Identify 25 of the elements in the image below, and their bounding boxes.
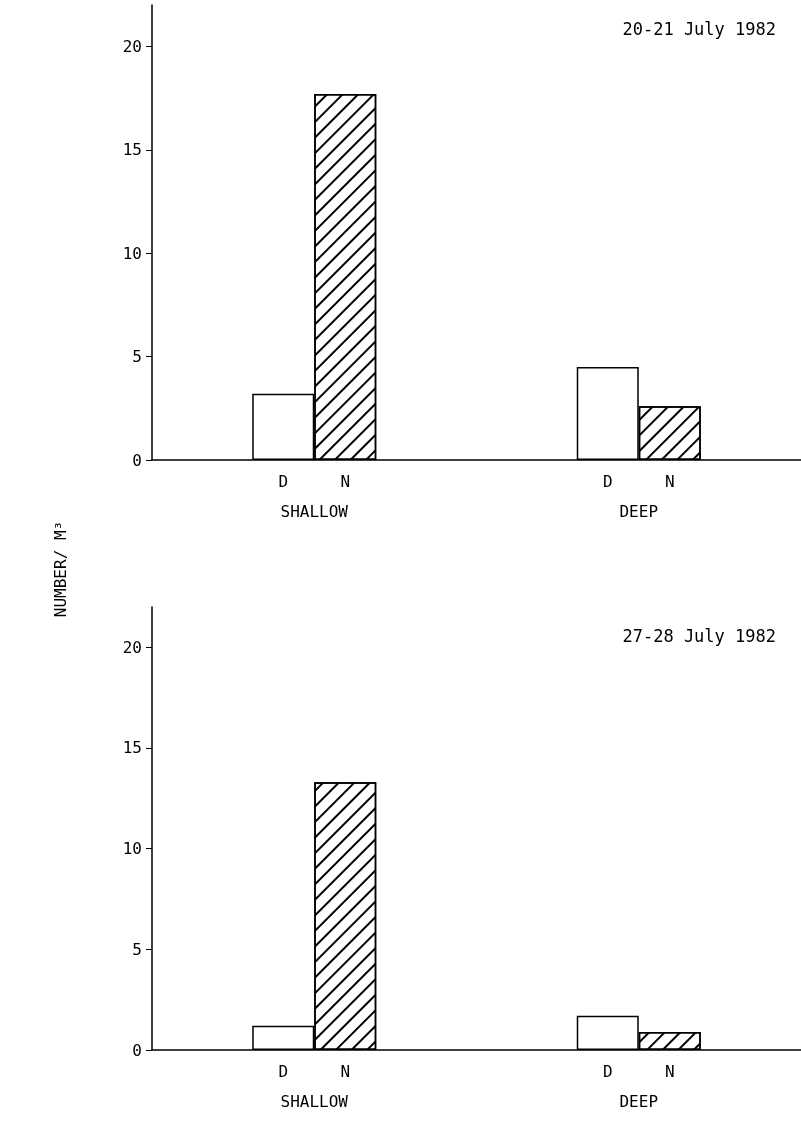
text: 27-28 July 1982 [622, 625, 777, 646]
y-tick-label: 0 [132, 450, 142, 470]
y-tick-label: 5 [132, 347, 142, 367]
text: D [602, 471, 613, 491]
text: 20-21 July 1982 [622, 18, 777, 39]
text: N [664, 1061, 675, 1081]
text: N [664, 471, 675, 491]
y-tick-label: 10 [122, 839, 142, 859]
x-tick-label: SHALLOW [280, 1091, 349, 1111]
series-label: N [340, 1061, 351, 1081]
x-tick-label: DEEP [619, 1091, 659, 1111]
series-label: D [278, 1061, 289, 1081]
y-tick-label: 20 [122, 637, 142, 657]
y-tick-label: 15 [122, 140, 142, 160]
y-tick-label: 5 [132, 939, 142, 959]
series-label: N [340, 471, 351, 491]
y-tick-label: 15 [122, 738, 142, 758]
y-tick-label: 20 [122, 36, 142, 56]
x-tick-label: DEEP [619, 501, 659, 521]
text: D [602, 1061, 613, 1081]
series-label: D [278, 471, 289, 491]
x-tick-label: SHALLOW [280, 501, 349, 521]
y-axis-title: NUMBER/ M³ [50, 520, 70, 618]
y-tick-label: 0 [132, 1040, 142, 1060]
y-tick-label: 10 [122, 243, 142, 263]
